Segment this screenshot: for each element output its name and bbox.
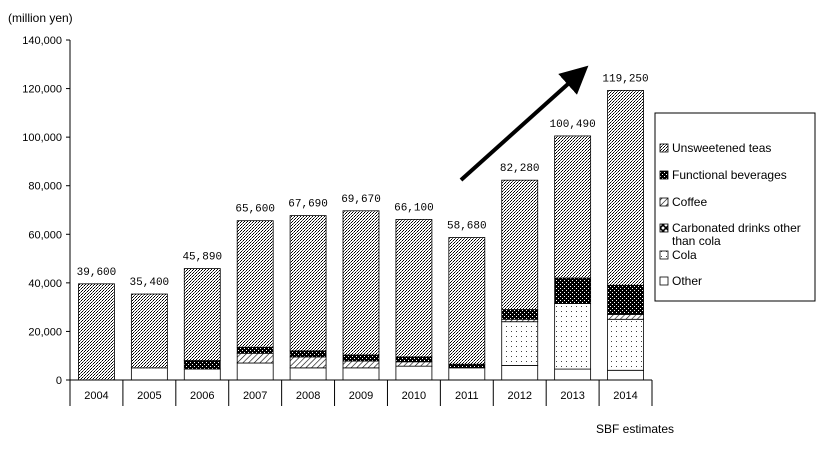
data-label-total: 67,690 (288, 199, 328, 211)
bar-segment-coffee (342, 360, 380, 369)
x-tick-label: 2012 (507, 390, 531, 402)
y-tick-label: 40,000 (28, 278, 62, 290)
bar-segment-cola (501, 321, 539, 366)
bar-segment-coffee (236, 352, 274, 364)
bar-segment-coffee (607, 314, 644, 320)
bar-segment-cola (607, 318, 644, 371)
x-axis: 2004 2005 2006 2007 2008 2009 2010 2011 2012 2013… (69, 379, 653, 406)
legend-label: Carbonated drinks other (672, 221, 801, 235)
bar-segment-functional-beverages (236, 346, 274, 354)
x-tick-label: 2004 (84, 390, 108, 402)
y-tick-label: 80,000 (28, 181, 62, 193)
legend-swatch-carbonated-drinks-other-than-cola (659, 223, 669, 233)
bar-segment-unsweetened-teas (501, 179, 539, 310)
bar-segment-unsweetened-teas (236, 220, 274, 348)
data-label-total: 35,400 (130, 277, 170, 289)
legend-label: Other (672, 274, 702, 288)
data-label-total: 100,490 (550, 119, 596, 131)
x-tick-label: 2013 (560, 390, 584, 402)
bar-segment-other (554, 368, 592, 381)
x-tick-label: 2008 (296, 390, 320, 402)
legend-swatch-coffee (659, 197, 669, 207)
bar-segment-unsweetened-teas (395, 219, 433, 358)
bar-segment-cola (554, 303, 592, 370)
data-label-total: 58,680 (447, 220, 487, 232)
bar-segment-other (501, 365, 539, 381)
data-label-total: 45,890 (182, 252, 222, 264)
y-tick-label: 140,000 (22, 35, 62, 47)
y-tick-label: 20,000 (28, 326, 62, 338)
legend-label: Coffee (672, 195, 707, 209)
legend-swatch-cola (659, 250, 669, 260)
bar-segment-coffee (289, 356, 327, 369)
bar-segment-functional-beverages (289, 350, 327, 358)
bar-segment-unsweetened-teas (78, 283, 115, 381)
bar-segment-other (236, 362, 274, 381)
bar-segment-unsweetened-teas (448, 237, 486, 365)
bar-segment-other (607, 369, 644, 381)
legend-swatch-other (659, 276, 669, 286)
data-label-total: 65,600 (235, 204, 275, 216)
bar-segment-other (395, 365, 433, 381)
bar-segment-unsweetened-teas (183, 268, 221, 361)
x-tick-label: 2011 (455, 390, 479, 402)
bar-segment-unsweetened-teas (554, 135, 592, 279)
bar-segment-functional-beverages (448, 363, 486, 369)
x-tick-label: 2009 (349, 390, 373, 402)
bar-segment-unsweetened-teas (130, 293, 168, 369)
bar-segment-coffee (395, 361, 433, 367)
legend-label: Unsweetened teas (672, 141, 771, 155)
legend-swatch-unsweetened-teas (659, 143, 669, 153)
data-label-total: 119,250 (602, 73, 648, 85)
bar-segment-functional-beverages (607, 284, 644, 315)
bar-segment-other (289, 367, 327, 381)
legend-label: than cola (672, 234, 721, 248)
x-tick-label: 2006 (190, 390, 214, 402)
legend: Unsweetened teas Functional beverages Coff… (654, 112, 816, 302)
bar-segment-functional-beverages (183, 360, 221, 370)
bar-segment-functional-beverages (342, 354, 380, 362)
y-tick-label: 100,000 (22, 132, 62, 144)
bar-segment-other (130, 367, 168, 381)
legend-box (654, 112, 816, 302)
legend-swatch-functional-beverages (659, 170, 669, 180)
bar-segment-other (183, 368, 221, 381)
bar-segment-unsweetened-teas (607, 89, 644, 286)
bar-segment-unsweetened-teas (342, 210, 380, 356)
data-label-total: 39,600 (77, 267, 117, 279)
bar-segment-functional-beverages (395, 356, 433, 363)
y-axis: 0 20,000 40,000 60,000 80,000 100,000 120,000 1… (22, 35, 71, 387)
x-tick-label: 2007 (243, 390, 267, 402)
bar-segment-other (448, 367, 486, 381)
source-note: SBF estimates (596, 422, 674, 436)
y-tick-label: 60,000 (28, 229, 62, 241)
bars-group (78, 89, 644, 381)
x-tick-label: 2010 (402, 390, 426, 402)
bar-segment-functional-beverages (501, 309, 539, 320)
y-tick-label: 0 (56, 375, 62, 387)
data-label-total: 82,280 (500, 163, 540, 175)
total-labels: 39,600 35,400 45,890 65,600 67,690 69,670 66,1… (77, 73, 649, 289)
x-tick-label: 2005 (137, 390, 161, 402)
data-label-total: 69,670 (341, 194, 381, 206)
y-tick-label: 120,000 (22, 84, 62, 96)
y-axis-unit-label: (million yen) (8, 11, 73, 25)
data-label-total: 66,100 (394, 202, 434, 214)
bar-segment-other (342, 367, 380, 381)
bar-segment-unsweetened-teas (289, 215, 327, 352)
bar-segment-functional-beverages (554, 277, 592, 304)
legend-label: Cola (672, 248, 697, 262)
x-tick-label: 2014 (613, 390, 637, 402)
legend-label: Functional beverages (672, 168, 787, 182)
trend-arrow (459, 65, 589, 182)
